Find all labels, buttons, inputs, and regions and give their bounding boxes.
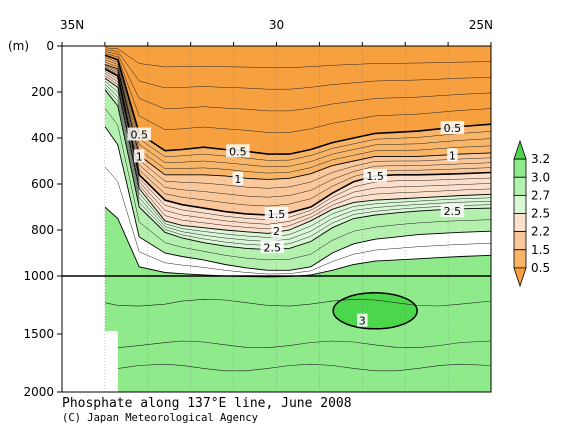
minor-isoline bbox=[104, 59, 491, 168]
chart-title: Phosphate along 137°E line, June 2008 bbox=[62, 396, 352, 411]
contour-band bbox=[104, 64, 491, 215]
contour-label: 3 bbox=[359, 315, 366, 328]
contour-label: 1 bbox=[449, 149, 456, 162]
major-isoline bbox=[104, 77, 491, 234]
minor-isoline bbox=[104, 83, 491, 242]
contour-label-bg bbox=[232, 171, 244, 185]
contour-fill-layer bbox=[104, 46, 491, 392]
contour-label-bg bbox=[260, 240, 284, 254]
contour-band bbox=[104, 69, 491, 234]
colorbar-segment bbox=[513, 158, 527, 178]
colorbar-label: 3.0 bbox=[531, 170, 550, 184]
contour-label-bg bbox=[357, 313, 368, 327]
y-tick-label: 1500 bbox=[23, 327, 54, 341]
deep-isoline bbox=[104, 340, 491, 349]
colorbar-label: 2.2 bbox=[531, 225, 550, 239]
y-tick-label: 2000 bbox=[23, 385, 54, 399]
major-isoline bbox=[104, 126, 491, 271]
contour-label: 1.5 bbox=[366, 170, 384, 183]
minor-isoline bbox=[104, 86, 491, 246]
minor-isoline bbox=[104, 51, 491, 112]
minor-isoline bbox=[104, 49, 491, 90]
major-isoline bbox=[104, 63, 491, 180]
contour-label-bg bbox=[447, 148, 458, 162]
minor-isoline bbox=[104, 166, 491, 275]
y-tick-label: 1000 bbox=[23, 269, 54, 283]
y-tick-label: 800 bbox=[31, 223, 54, 237]
minor-isoline bbox=[104, 80, 491, 238]
colorbar-segment bbox=[513, 194, 527, 214]
minor-isoline bbox=[104, 107, 491, 261]
major-isoline bbox=[104, 54, 491, 155]
colorbar: 3.2 3.0 2.7 2.5 2.2 1.5 0.5 bbox=[513, 139, 550, 288]
contour-label: 1.5 bbox=[268, 208, 286, 221]
contour-label: 2 bbox=[273, 225, 280, 238]
contour-label-bg bbox=[440, 204, 465, 218]
colorbar-label: 2.5 bbox=[531, 207, 550, 221]
contour-label: 0.5 bbox=[229, 145, 247, 158]
contour-band bbox=[104, 55, 491, 180]
contour-label: 1 bbox=[234, 173, 241, 186]
y-tick-label: 400 bbox=[31, 131, 54, 145]
minor-isoline bbox=[104, 67, 491, 207]
contour-label-bg bbox=[440, 121, 465, 135]
x-tick-label: 25N bbox=[469, 18, 493, 32]
colorbar-label: 3.2 bbox=[531, 152, 550, 166]
contour-line-layer bbox=[62, 46, 491, 392]
y-tick-label: 200 bbox=[31, 85, 54, 99]
contour-label-layer: 0.5 0.5 0.5 1 1 1 1.5 1.5 2 2.5 2.5 3 bbox=[127, 121, 465, 328]
y-unit-label: (m) bbox=[8, 39, 29, 53]
minor-isoline bbox=[104, 53, 491, 133]
colorbar-segment bbox=[513, 176, 527, 196]
major-isoline bbox=[104, 68, 491, 216]
contour-band bbox=[104, 78, 491, 250]
contour-label: 1 bbox=[136, 150, 143, 163]
contour-band bbox=[104, 207, 491, 392]
contour-label: 0.5 bbox=[444, 122, 462, 135]
no-data-area bbox=[104, 331, 118, 392]
colorbar-cap-top bbox=[513, 139, 527, 160]
colorbar-segment bbox=[513, 213, 527, 233]
minor-isoline bbox=[104, 61, 491, 174]
colorbar-cap-bottom bbox=[513, 267, 527, 288]
deep-core-region bbox=[332, 292, 418, 330]
contour-label: 2.5 bbox=[444, 205, 462, 218]
colorbar-segment bbox=[513, 231, 527, 251]
minor-isoline bbox=[104, 57, 491, 161]
colorbar-segment bbox=[513, 249, 527, 269]
y-tick-label: 600 bbox=[31, 177, 54, 191]
contour-label: 0.5 bbox=[130, 129, 148, 142]
deep-isoline bbox=[104, 363, 491, 372]
contour-label-bg bbox=[264, 206, 289, 220]
minor-isoline bbox=[104, 65, 491, 189]
minor-isoline bbox=[104, 73, 491, 225]
y-tick-label: 0 bbox=[46, 39, 54, 53]
x-tick-label: 35N bbox=[60, 18, 84, 32]
contour-label: 2.5 bbox=[263, 241, 281, 254]
contour-label-bg bbox=[127, 127, 151, 141]
contour-label-bg bbox=[363, 168, 387, 182]
minor-isoline bbox=[104, 66, 491, 198]
x-tick-label: 30 bbox=[269, 18, 284, 32]
contour-label-bg bbox=[271, 224, 282, 238]
contour-label-bg bbox=[133, 149, 145, 163]
colorbar-label: 0.5 bbox=[531, 261, 550, 275]
colorbar-label: 2.7 bbox=[531, 188, 550, 202]
contour-label-bg bbox=[226, 144, 250, 158]
minor-isoline bbox=[104, 47, 491, 68]
deep-isoline bbox=[104, 298, 491, 307]
colorbar-label: 1.5 bbox=[531, 243, 550, 257]
major-isoline bbox=[104, 89, 491, 251]
credit-text: (C) Japan Meteorological Agency bbox=[62, 412, 258, 424]
minor-isoline bbox=[104, 75, 491, 230]
axes-layer: 35N 30 25N 0 200 400 600 800 1000 1500 2000 (m) bbox=[8, 18, 493, 399]
minor-isoline bbox=[104, 71, 491, 220]
